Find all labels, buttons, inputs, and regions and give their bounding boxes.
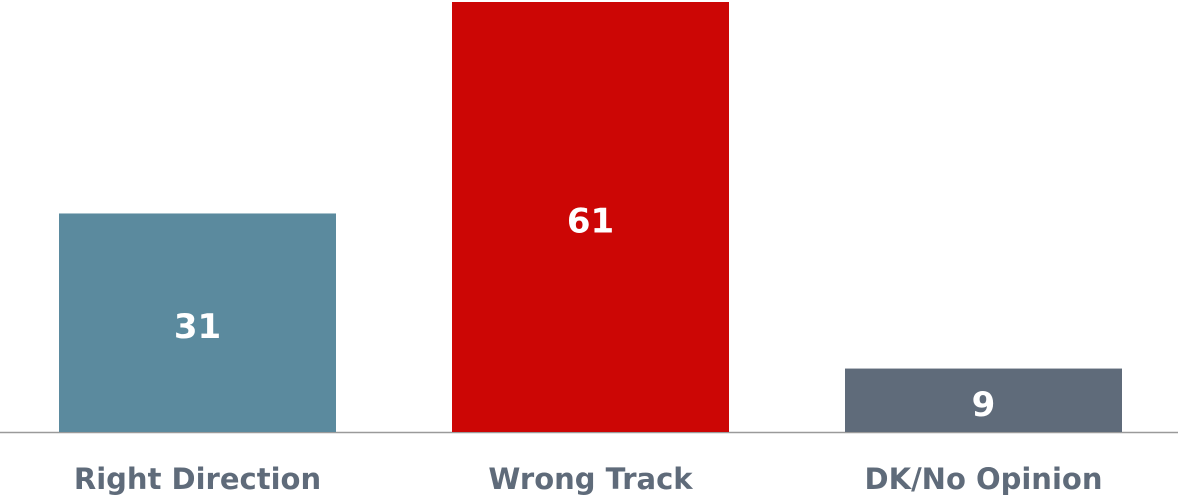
bar — [59, 213, 336, 432]
value-label: 9 — [972, 385, 996, 425]
value-label: 31 — [174, 307, 221, 347]
bar — [845, 368, 1122, 432]
x-tick-label: DK/No Opinion — [865, 462, 1103, 496]
value-label: 61 — [567, 202, 614, 242]
bar — [452, 2, 729, 432]
x-tick-label: Right Direction — [74, 462, 321, 496]
x-tick-label: Wrong Track — [488, 462, 693, 496]
